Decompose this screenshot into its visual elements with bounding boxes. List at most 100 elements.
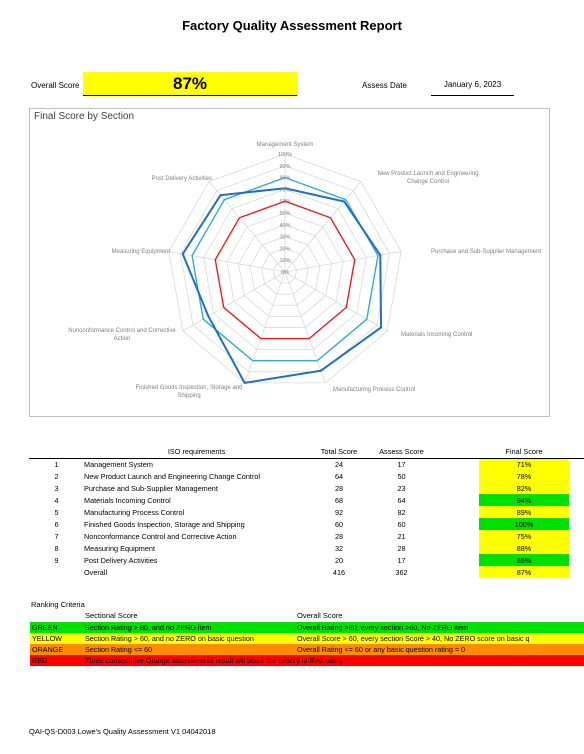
- row-gap: [434, 566, 479, 578]
- row-number: 2: [54, 471, 59, 481]
- row-rest: [569, 530, 584, 542]
- radar-grid-ring: [226, 212, 344, 328]
- table-row: 4 Materials Incoming Control 68 64 94%: [29, 494, 584, 506]
- row-gap: [434, 530, 479, 542]
- radar-tick-label: 70%: [279, 187, 290, 193]
- ranking-section-criteria: Three consecutive Orange assessments res…: [85, 656, 343, 665]
- row-final-score: 85%: [479, 554, 569, 566]
- row-final-score: 78%: [479, 470, 569, 482]
- row-rest: [569, 566, 584, 578]
- radar-spoke: [284, 271, 388, 332]
- radar-grid-ring: [168, 153, 402, 384]
- radar-spoke: [208, 181, 286, 273]
- row-total-score: 28: [334, 531, 344, 541]
- ranking-section-criteria: Section Rating <= 60: [85, 645, 153, 654]
- row-assess-score: 23: [397, 483, 406, 493]
- radar-category-label: New Product Launch and Engineering: [377, 171, 478, 177]
- row-rest: [569, 482, 584, 494]
- row-assess-score: 17: [397, 555, 406, 565]
- row-final-score: 94%: [479, 494, 569, 506]
- row-gap: [434, 494, 479, 506]
- radar-category-label: Nonconformance Control and Corrective: [68, 328, 176, 334]
- ranking-row-green: GREEN Section Rating > 80, and no ZERO it…: [30, 622, 584, 633]
- radar-tick-label: 30%: [279, 235, 290, 241]
- row-requirement: Nonconformance Control and Corrective Ac…: [84, 531, 237, 541]
- row-rest: [569, 494, 584, 506]
- radar-spoke: [284, 181, 362, 273]
- radar-category-label: Shipping: [177, 393, 200, 399]
- radar-category-label: Action: [114, 336, 131, 342]
- row-assess-score: 60: [397, 519, 406, 529]
- ranking-level-name: RED: [32, 656, 48, 665]
- ranking-section-criteria: Section Rating > 80, and no ZERO item: [85, 623, 212, 632]
- header-total-score: Total Score: [309, 446, 369, 459]
- radar-category-label: Post Delivery Activities: [152, 176, 212, 182]
- row-total-score: 20: [334, 555, 344, 565]
- radar-spoke: [168, 251, 286, 273]
- ranking-level-name: YELLOW: [32, 634, 62, 643]
- row-requirement: Overall: [84, 567, 108, 577]
- radar-category-label: Finished Goods Inspection, Storage and: [135, 385, 242, 391]
- row-assess-score: 64: [397, 495, 406, 505]
- row-final-score: 87%: [479, 566, 569, 578]
- row-number: 4: [54, 495, 59, 505]
- table-header-row: ISO requirements Total Score Assess Scor…: [29, 446, 584, 459]
- radar-category-label: Measuring Equipment: [112, 249, 171, 255]
- row-number: 7: [54, 531, 59, 541]
- chart-title: Final Score by Section: [34, 111, 135, 122]
- row-final-score: 88%: [479, 542, 569, 554]
- row-gap: [434, 482, 479, 494]
- table-row: 6 Finished Goods Inspection, Storage and …: [29, 518, 584, 530]
- table-row: 3 Purchase and Sub-Supplier Management 28 2…: [29, 482, 584, 494]
- ranking-section-header: Sectional Score: [85, 611, 138, 620]
- ranking-overall-criteria: Overall Rating <= 60 or any basic questi…: [297, 645, 466, 654]
- radar-tick-label: 40%: [279, 223, 290, 229]
- header-iso-requirements: ISO requirements: [84, 446, 309, 459]
- row-final-score: 71%: [479, 458, 569, 470]
- radar-grid-ring: [179, 165, 391, 373]
- row-total-score: 64: [334, 471, 344, 481]
- radar-grid-ring: [249, 236, 321, 306]
- radar-grid-ring: [272, 259, 298, 284]
- row-number: [29, 566, 84, 578]
- radar-tick-label: 50%: [279, 211, 290, 217]
- overall-score-label: Overall Score: [31, 81, 80, 90]
- table-row: 2 New Product Launch and Engineering Chan…: [29, 470, 584, 482]
- radar-tick-label: 100%: [278, 152, 292, 158]
- row-number: 6: [54, 519, 59, 529]
- row-rest: [569, 458, 584, 470]
- ranking-title: Ranking Criteria: [31, 600, 85, 609]
- radar-series-0: [181, 187, 383, 384]
- row-gap: [434, 542, 479, 554]
- row-rest: [569, 506, 584, 518]
- row-requirement: Manufacturing Process Control: [84, 507, 185, 517]
- row-total-score: 416: [332, 567, 346, 577]
- radar-spoke: [284, 271, 326, 384]
- header-num: [29, 446, 84, 459]
- header-assess-score: Assess Score: [369, 446, 434, 459]
- radar-svg: 0% 10% 20% 30% 40% 50% 60% 70% 80% 90% 100% Managem…: [68, 142, 541, 399]
- radar-spoke: [182, 271, 286, 332]
- radar-tick-label: 20%: [279, 246, 290, 252]
- ranking-level-name: ORANGE: [32, 645, 64, 654]
- row-rest: [569, 470, 584, 482]
- row-requirement: Management System: [84, 459, 153, 469]
- row-assess-score: 362: [395, 567, 408, 577]
- footer-doc-id: QAI-QS-D003 Lowe's Quality Assessment V1…: [29, 727, 216, 736]
- table-row: Overall 416 362 87%: [29, 566, 584, 578]
- row-assess-score: 50: [397, 471, 406, 481]
- row-requirement: Measuring Equipment: [84, 543, 155, 553]
- radar-grid-ring: [203, 188, 367, 351]
- assess-date-label: Assess Date: [362, 81, 407, 90]
- radar-tick-label: 10%: [279, 258, 290, 264]
- table-row: 1 Management System 24 17 71%: [29, 458, 584, 470]
- row-gap: [434, 458, 479, 470]
- table-row: 5 Manufacturing Process Control 92 82 89%: [29, 506, 584, 518]
- radar-spoke: [284, 251, 402, 273]
- row-final-score: 100%: [479, 518, 569, 530]
- report-title: Factory Quality Assessment Report: [182, 18, 402, 33]
- radar-chart: Final Score by Section 0% 10% 20% 30% 40% 50%…: [29, 108, 550, 417]
- row-gap: [434, 506, 479, 518]
- overall-score-value: 87%: [83, 72, 297, 96]
- radar-category-label: Change Control: [407, 179, 449, 185]
